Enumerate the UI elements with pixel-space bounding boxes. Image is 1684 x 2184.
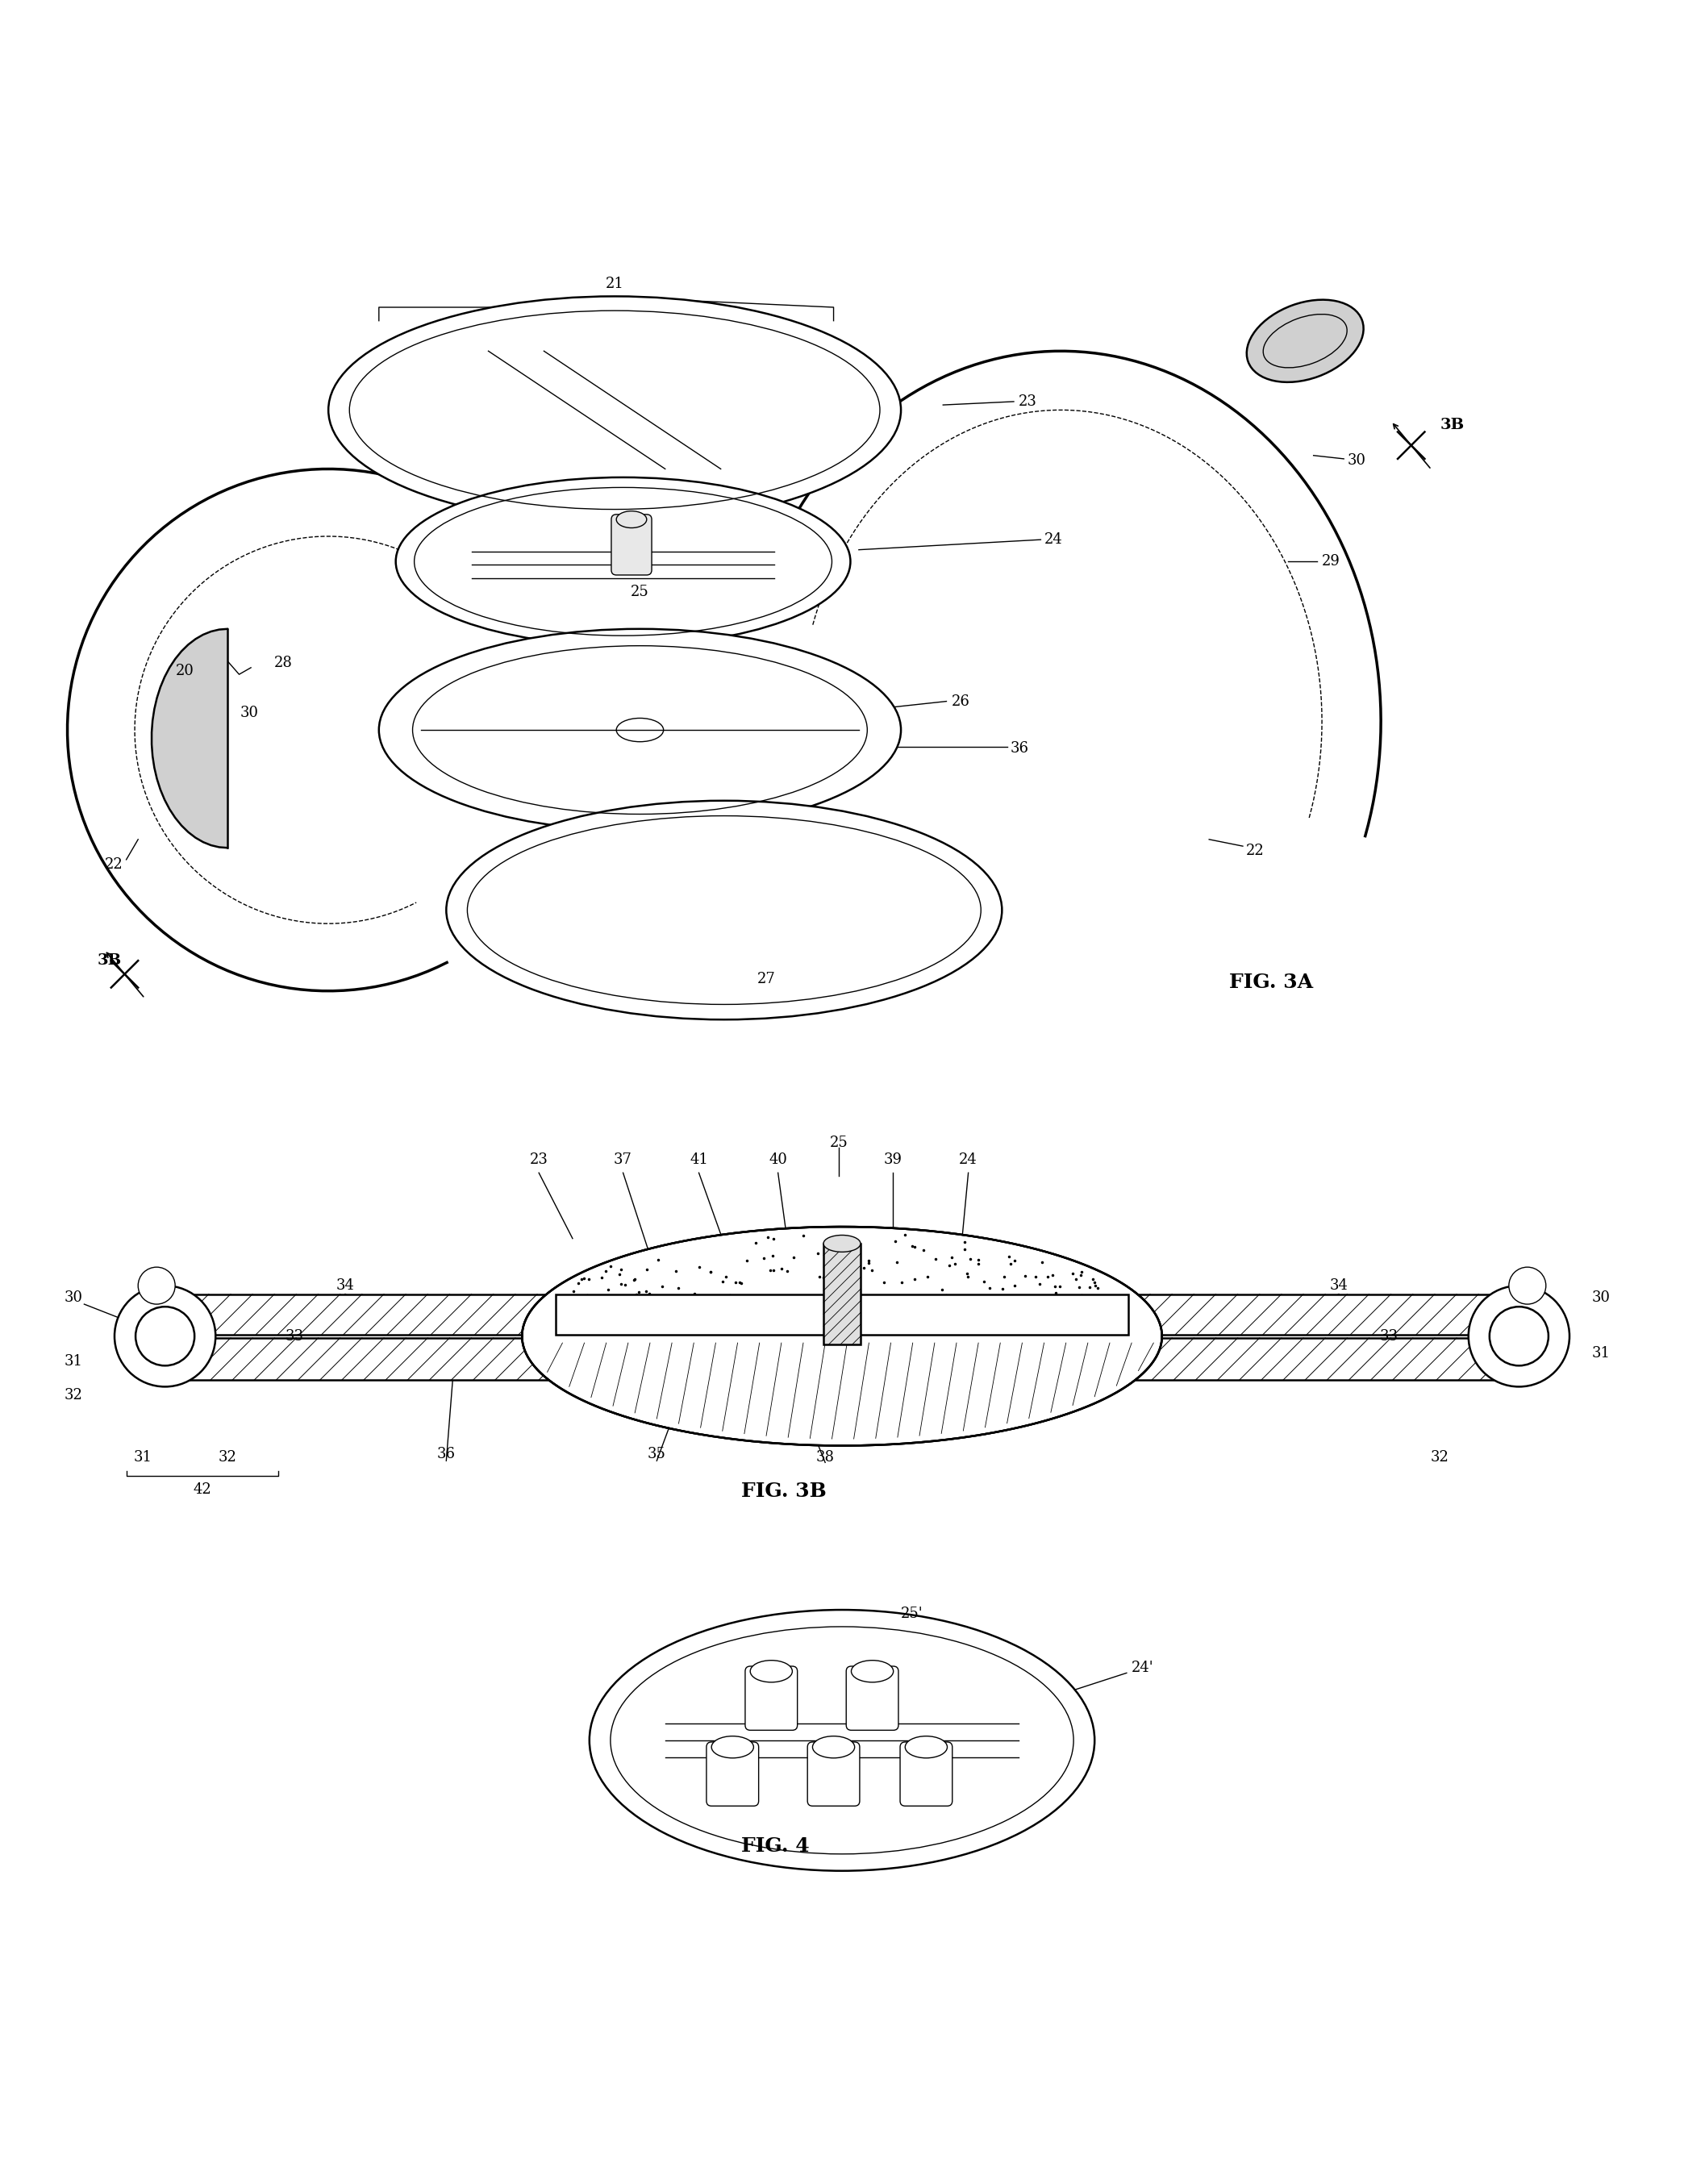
Ellipse shape <box>823 1236 861 1251</box>
FancyBboxPatch shape <box>845 1666 899 1730</box>
Text: 37: 37 <box>615 1153 632 1166</box>
Text: 28: 28 <box>274 655 291 670</box>
Text: 33: 33 <box>285 1328 305 1343</box>
FancyBboxPatch shape <box>901 1743 953 1806</box>
Ellipse shape <box>751 1660 793 1682</box>
Text: 36: 36 <box>1010 740 1029 756</box>
Ellipse shape <box>1489 1306 1548 1365</box>
Ellipse shape <box>616 719 663 743</box>
Text: 3B: 3B <box>1440 417 1463 432</box>
FancyBboxPatch shape <box>744 1666 798 1730</box>
Ellipse shape <box>852 1660 893 1682</box>
Text: 40: 40 <box>770 1153 786 1166</box>
Text: 23: 23 <box>1019 395 1037 408</box>
Text: 32: 32 <box>1431 1450 1448 1465</box>
Text: 22: 22 <box>104 858 123 871</box>
FancyBboxPatch shape <box>823 1243 861 1345</box>
Text: 22: 22 <box>1246 843 1265 858</box>
Ellipse shape <box>446 802 1002 1020</box>
Text: 31: 31 <box>133 1450 153 1465</box>
Ellipse shape <box>328 297 901 524</box>
Text: 23: 23 <box>530 1153 547 1166</box>
Text: FIG. 3B: FIG. 3B <box>741 1481 827 1500</box>
Ellipse shape <box>711 1736 753 1758</box>
Polygon shape <box>522 1227 1162 1446</box>
Ellipse shape <box>396 478 850 646</box>
Text: 29: 29 <box>1322 555 1340 568</box>
Text: 20: 20 <box>177 664 194 679</box>
Text: 32: 32 <box>64 1387 83 1402</box>
FancyBboxPatch shape <box>611 515 652 574</box>
Polygon shape <box>152 629 227 847</box>
FancyBboxPatch shape <box>807 1743 859 1806</box>
FancyBboxPatch shape <box>143 1295 1541 1334</box>
Text: FIG. 4: FIG. 4 <box>741 1837 810 1856</box>
FancyBboxPatch shape <box>556 1295 1128 1334</box>
Text: 21: 21 <box>606 277 623 290</box>
Text: 26: 26 <box>951 695 970 708</box>
Text: 41: 41 <box>690 1153 707 1166</box>
Text: 30: 30 <box>1347 454 1366 467</box>
Text: 25': 25' <box>901 1607 923 1621</box>
Ellipse shape <box>1509 1267 1546 1304</box>
Ellipse shape <box>589 1610 1095 1872</box>
Ellipse shape <box>1263 314 1347 367</box>
Text: 36: 36 <box>436 1446 456 1461</box>
Text: 34: 34 <box>1330 1278 1347 1293</box>
Text: 30: 30 <box>239 705 259 721</box>
Text: 39: 39 <box>882 1153 903 1166</box>
Text: 31: 31 <box>1591 1345 1610 1361</box>
FancyBboxPatch shape <box>143 1339 1541 1380</box>
Text: 3B: 3B <box>98 954 121 968</box>
FancyBboxPatch shape <box>706 1743 758 1806</box>
Text: 24': 24' <box>1132 1660 1154 1675</box>
Text: 34: 34 <box>337 1278 354 1293</box>
Text: 31: 31 <box>64 1354 83 1369</box>
Text: 27: 27 <box>758 972 775 987</box>
Text: 35: 35 <box>648 1446 665 1461</box>
Ellipse shape <box>906 1736 946 1758</box>
Ellipse shape <box>1246 299 1364 382</box>
Text: 24: 24 <box>1044 533 1063 546</box>
Text: 30: 30 <box>1591 1291 1610 1304</box>
Ellipse shape <box>1468 1286 1569 1387</box>
Ellipse shape <box>135 1306 194 1365</box>
Text: FIG. 3A: FIG. 3A <box>1229 972 1314 992</box>
Text: 25: 25 <box>830 1136 847 1149</box>
Text: 32: 32 <box>219 1450 236 1465</box>
Ellipse shape <box>138 1267 175 1304</box>
Text: 38: 38 <box>815 1450 835 1465</box>
Text: 30: 30 <box>64 1291 83 1304</box>
Ellipse shape <box>616 511 647 529</box>
Ellipse shape <box>812 1736 854 1758</box>
Text: 42: 42 <box>194 1483 210 1496</box>
Ellipse shape <box>115 1286 216 1387</box>
Text: 33: 33 <box>1379 1328 1399 1343</box>
Ellipse shape <box>379 629 901 830</box>
Text: 25: 25 <box>632 585 648 598</box>
Text: 24: 24 <box>960 1153 977 1166</box>
